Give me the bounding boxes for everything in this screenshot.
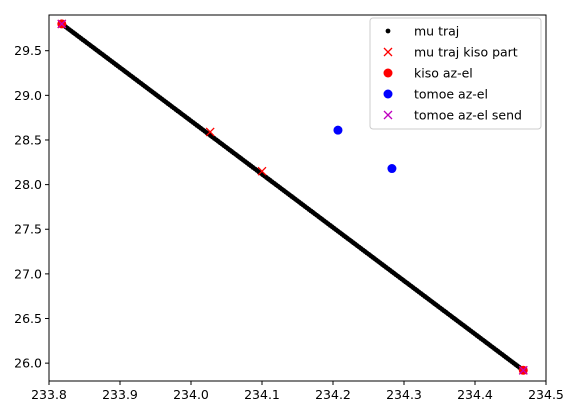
legend-x-marker-icon — [383, 110, 393, 120]
x-tick-label: 234.3 — [386, 387, 422, 402]
x-tick-label: 234.0 — [173, 387, 209, 402]
series-0 — [59, 21, 526, 373]
data-point — [257, 166, 267, 176]
data-point — [333, 125, 343, 135]
legend-circle-marker-icon — [383, 89, 393, 99]
x-tick-label: 233.9 — [102, 387, 138, 402]
legend-x-marker-icon — [383, 47, 393, 57]
y-tick-label: 29.0 — [14, 88, 42, 103]
data-point — [518, 365, 528, 375]
legend-label: mu traj — [414, 24, 459, 39]
legend-box — [369, 17, 542, 130]
data-point — [205, 127, 215, 137]
legend-label: tomoe az-el — [414, 87, 488, 102]
x-axis: 233.8 233.9 234.0 234.1 234.2 234.3 234.4 234.5 — [31, 381, 564, 402]
y-tick-label: 28.5 — [14, 132, 42, 147]
y-tick-label: 26.0 — [14, 356, 42, 371]
y-axis: 26.0 26.5 27.0 27.5 28.0 28.5 29.0 29.5 — [14, 43, 49, 371]
y-tick-label: 29.5 — [14, 43, 42, 58]
plot-frame — [48, 14, 547, 382]
y-tick-label: 27.5 — [14, 222, 42, 237]
series-4 — [57, 19, 528, 375]
x-tick-label: 234.4 — [457, 387, 493, 402]
plot-marks — [57, 19, 528, 375]
legend-label: kiso az-el — [414, 66, 473, 81]
data-point — [57, 19, 67, 29]
y-tick-label: 26.5 — [14, 311, 42, 326]
legend-circle-marker-icon — [383, 68, 393, 78]
data-point — [387, 164, 397, 174]
legend-label: mu traj kiso part — [414, 45, 518, 60]
x-tick-label: 234.2 — [315, 387, 351, 402]
legend: mu traj mu traj kiso part kiso az-el tomoe … — [369, 17, 542, 130]
y-tick-label: 27.0 — [14, 266, 42, 281]
x-tick-label: 234.5 — [528, 387, 564, 402]
legend-circle-marker-icon — [385, 28, 391, 34]
series-3 — [333, 125, 397, 174]
legend-label: tomoe az-el send — [414, 108, 522, 123]
y-tick-label: 28.0 — [14, 177, 42, 192]
x-tick-label: 234.1 — [244, 387, 280, 402]
x-tick-label: 233.8 — [31, 387, 67, 402]
